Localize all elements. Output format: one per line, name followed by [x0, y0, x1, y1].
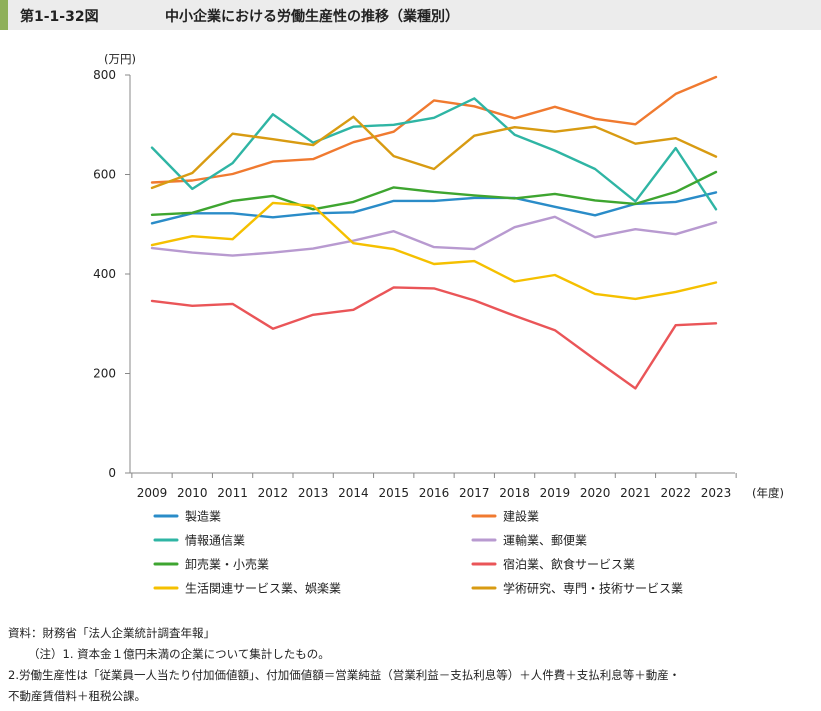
series-line: [150, 286, 718, 390]
line-chart: 0 200 400 600 800 (万円) 2009 2010 2011 2012 2013 201…: [93, 52, 784, 596]
x-tick-label: 2011: [217, 486, 248, 500]
x-tick-label: 2013: [298, 486, 329, 500]
x-tick-label: 2021: [620, 486, 651, 500]
legend-label: 宿泊業、飲食サービス業: [503, 557, 635, 572]
figure-number: 第1-1-32図: [20, 9, 99, 25]
x-tick-label: 2022: [660, 486, 691, 500]
x-tick-label: 2016: [419, 486, 450, 500]
chart-axes: 0 200 400 600 800 (万円) 2009 2010 2011 2012 2013 201…: [93, 52, 784, 500]
x-tick-label: 2019: [540, 486, 571, 500]
legend-label: 製造業: [185, 510, 221, 524]
note-1: （注）1. 資本金１億円未満の企業について集計したもの。: [28, 647, 330, 661]
series-line: [150, 170, 718, 217]
y-axis-unit: (万円): [104, 52, 136, 66]
x-tick-label: 2020: [580, 486, 611, 500]
x-tick-label: 2018: [499, 486, 530, 500]
x-tick-label: 2010: [177, 486, 208, 500]
note-2: 2.労働生産性は「従業員一人当たり付加価値額」、付加価値額＝営業純益（営業利益－…: [8, 668, 681, 682]
y-tick-label: 400: [93, 267, 116, 281]
legend-label: 学術研究、専門・技術サービス業: [503, 581, 683, 596]
x-axis-unit: (年度): [752, 486, 784, 500]
series-line: [150, 115, 718, 190]
figure-title: 中小企業における労働生産性の推移（業種別）: [165, 9, 459, 25]
y-tick-label: 200: [93, 367, 116, 381]
y-tick-label: 0: [108, 466, 116, 480]
legend-label: 運輸業、郵便業: [503, 533, 587, 548]
series-line: [150, 215, 718, 257]
note-2-cont: 不動産賃借料＋租税公課。: [8, 689, 146, 703]
figure-header: 第1-1-32図 中小企業における労働生産性の推移（業種別）: [0, 0, 821, 30]
x-tick-label: 2015: [378, 486, 409, 500]
legend-label: 建設業: [503, 509, 539, 524]
y-tick-label: 600: [93, 168, 116, 182]
x-tick-label: 2012: [258, 486, 289, 500]
series-line: [150, 97, 718, 211]
chart-notes: 資料：財務省「法人企業統計調査年報」 （注）1. 資本金１億円未満の企業について…: [8, 623, 680, 707]
header-accent-bar: [0, 0, 8, 30]
x-tick-label: 2023: [701, 486, 732, 500]
x-tick-label: 2017: [459, 486, 490, 500]
legend-label: 卸売業・小売業: [185, 557, 269, 572]
chart-series: [150, 75, 718, 390]
legend-label: 生活関連サービス業、娯楽業: [185, 582, 341, 596]
source-note: 資料：財務省「法人企業統計調査年報」: [8, 626, 215, 640]
series-line: [150, 201, 718, 301]
series-line: [150, 75, 718, 184]
x-tick-label: 2014: [338, 486, 369, 500]
legend-label: 情報通信業: [185, 534, 245, 548]
series-line: [150, 191, 718, 225]
y-tick-label: 800: [93, 68, 116, 82]
x-tick-label: 2009: [137, 486, 168, 500]
